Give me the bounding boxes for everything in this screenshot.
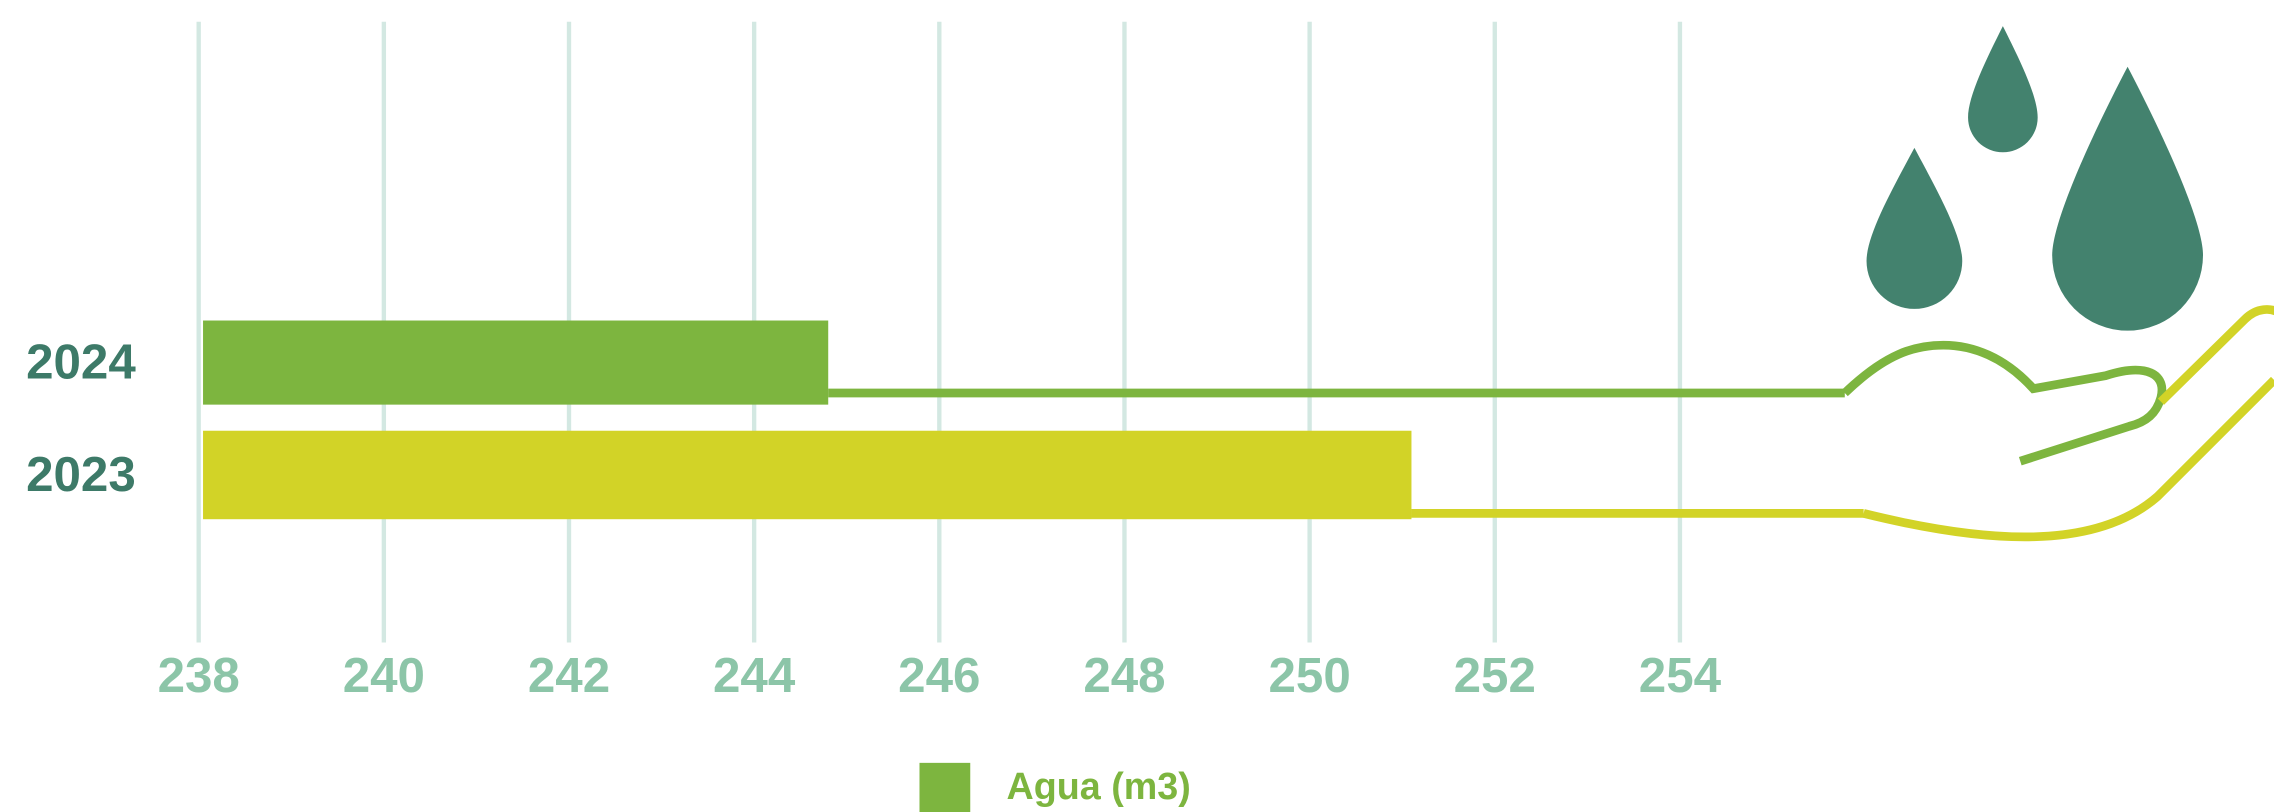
x-tick-label: 244 <box>713 648 796 703</box>
x-tick-label: 240 <box>343 648 425 703</box>
x-tick-label: 252 <box>1454 648 1536 703</box>
x-tick-label: 242 <box>528 648 610 703</box>
grid <box>196 21 1683 643</box>
chart-body: Agua (m3) 238 240 242 244 246 248 250 252 254 202… <box>26 21 2274 812</box>
x-tick-label: 248 <box>1083 648 1165 703</box>
legend-swatch <box>919 762 971 812</box>
hand-bottom <box>1862 376 2274 542</box>
x-tick-label: 250 <box>1268 648 1350 703</box>
hand-top <box>1841 340 2167 466</box>
y-tick-label: 2023 <box>26 447 136 502</box>
bar <box>203 430 1412 520</box>
bar <box>203 320 829 405</box>
hand-thumb <box>2157 305 2274 405</box>
decoration <box>1841 26 2274 542</box>
drop <box>1968 26 2038 153</box>
legend-label: Agua (m3) <box>1007 765 1191 807</box>
y-tick-label: 2024 <box>26 335 136 390</box>
x-tick-label: 254 <box>1639 648 1722 703</box>
drop <box>1866 147 1963 309</box>
x-tick-label: 238 <box>158 648 240 703</box>
drop <box>2052 66 2204 331</box>
x-tick-label: 246 <box>898 648 980 703</box>
